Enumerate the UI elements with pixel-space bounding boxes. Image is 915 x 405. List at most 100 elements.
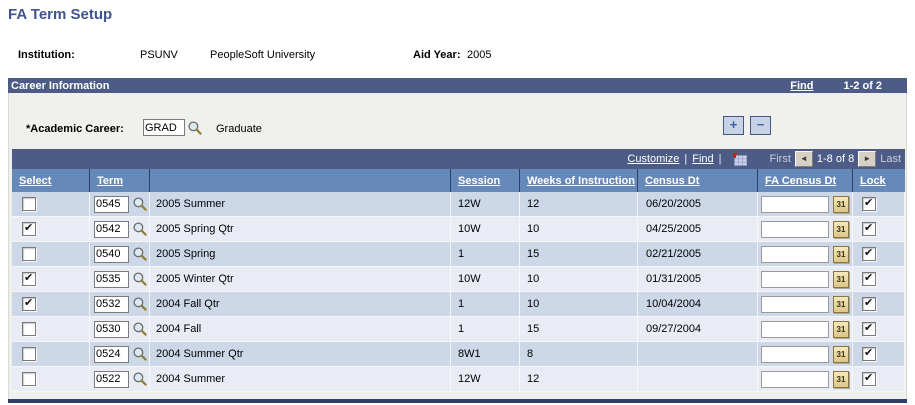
fa-census-dt-sort-link[interactable]: FA Census Dt (765, 174, 837, 187)
calendar-icon[interactable]: 31 (833, 295, 849, 313)
table-row: 2004 Fall Qtr 1 10 10/04/2004 31 (12, 292, 905, 317)
add-row-button[interactable]: + (723, 116, 744, 135)
weeks-sort-link[interactable]: Weeks of Instruction (527, 174, 635, 187)
calendar-icon[interactable]: 31 (833, 320, 849, 338)
term-input[interactable] (94, 320, 129, 338)
weeks-cell: 12 (520, 192, 638, 217)
census-dt-value: 02/21/2005 (646, 248, 702, 260)
lock-checkbox[interactable] (862, 321, 876, 336)
academic-career-description: Graduate (216, 123, 262, 135)
academic-career-lookup-icon[interactable] (187, 120, 203, 136)
select-checkbox[interactable] (22, 247, 36, 261)
term-input[interactable] (94, 195, 129, 213)
lock-checkbox[interactable] (862, 221, 876, 236)
term-input[interactable] (94, 370, 129, 388)
customize-link[interactable]: Customize (627, 153, 680, 165)
weeks-cell: 10 (520, 267, 638, 292)
lock-sort-link[interactable]: Lock (860, 174, 886, 187)
term-lookup-icon[interactable] (132, 371, 148, 387)
term-cell (90, 292, 150, 317)
weeks-cell: 8 (520, 342, 638, 367)
description-cell: 2005 Summer (150, 192, 451, 217)
lock-cell (853, 217, 905, 242)
session-value: 12W (458, 198, 481, 210)
description-cell: 2004 Fall (150, 317, 451, 342)
calendar-icon[interactable]: 31 (833, 195, 849, 213)
select-checkbox[interactable] (22, 296, 36, 311)
grid-find-link[interactable]: Find (692, 153, 714, 165)
fa-census-dt-cell: 31 (758, 292, 853, 317)
career-section-title: Career Information (11, 79, 110, 92)
fa-census-dt-input[interactable] (761, 270, 829, 288)
calendar-icon[interactable]: 31 (833, 270, 849, 288)
fa-census-dt-input[interactable] (761, 370, 829, 388)
lock-checkbox[interactable] (862, 196, 876, 211)
census-dt-cell: 04/25/2005 (638, 217, 758, 242)
fa-census-dt-input[interactable] (761, 345, 829, 363)
term-description: 2005 Summer (156, 198, 226, 210)
download-to-excel-icon[interactable] (731, 152, 748, 166)
lock-checkbox[interactable] (862, 296, 876, 311)
career-find-link[interactable]: Find (790, 79, 814, 92)
term-lookup-icon[interactable] (132, 271, 148, 287)
census-dt-sort-link[interactable]: Census Dt (645, 174, 700, 187)
table-row: 2004 Summer Qtr 8W1 8 31 (12, 342, 905, 367)
lock-checkbox[interactable] (862, 346, 876, 361)
select-sort-link[interactable]: Select (19, 174, 52, 187)
fa-census-dt-input[interactable] (761, 320, 829, 338)
term-lookup-icon[interactable] (132, 296, 148, 312)
session-cell: 12W (451, 367, 520, 392)
fa-census-dt-input[interactable] (761, 295, 829, 313)
term-lookup-icon[interactable] (132, 221, 148, 237)
academic-career-input[interactable] (143, 119, 185, 136)
section-end-divider (8, 399, 907, 403)
session-value: 10W (458, 273, 481, 285)
lock-checkbox[interactable] (862, 271, 876, 286)
term-input[interactable] (94, 245, 129, 263)
calendar-icon[interactable]: 31 (833, 220, 849, 238)
select-checkbox[interactable] (22, 347, 36, 361)
grid-toolbar: Customize | Find | First ◄ (12, 149, 905, 169)
select-checkbox[interactable] (22, 197, 36, 211)
last-link[interactable]: Last (880, 153, 901, 165)
table-row: 2005 Spring Qtr 10W 10 04/25/2005 31 (12, 217, 905, 242)
term-lookup-icon[interactable] (132, 346, 148, 362)
select-checkbox[interactable] (22, 372, 36, 386)
term-lookup-icon[interactable] (132, 321, 148, 337)
fa-census-dt-cell: 31 (758, 242, 853, 267)
first-link[interactable]: First (769, 153, 791, 165)
calendar-icon[interactable]: 31 (833, 345, 849, 363)
fa-census-dt-input[interactable] (761, 195, 829, 213)
term-description: 2004 Summer (156, 373, 226, 385)
session-value: 1 (458, 298, 465, 310)
term-sort-link[interactable]: Term (97, 174, 124, 187)
fa-census-dt-input[interactable] (761, 220, 829, 238)
lock-cell (853, 317, 905, 342)
next-page-button[interactable]: ► (858, 151, 877, 167)
term-input[interactable] (94, 220, 129, 238)
career-information-section: Career Information Find 1-2 of 2 *Academ… (8, 78, 907, 403)
term-input[interactable] (94, 295, 129, 313)
fa-census-dt-input[interactable] (761, 245, 829, 263)
calendar-icon[interactable]: 31 (833, 370, 849, 388)
column-header-lock: Lock (853, 169, 905, 192)
select-checkbox[interactable] (22, 271, 36, 286)
select-checkbox[interactable] (22, 322, 36, 336)
term-input[interactable] (94, 345, 129, 363)
term-lookup-icon[interactable] (132, 196, 148, 212)
census-dt-cell (638, 367, 758, 392)
term-lookup-icon[interactable] (132, 246, 148, 262)
term-cell (90, 192, 150, 217)
select-cell (12, 342, 90, 367)
career-row-counter: 1-2 of 2 (843, 79, 882, 92)
remove-row-button[interactable]: − (750, 116, 771, 135)
term-input[interactable] (94, 270, 129, 288)
term-cell (90, 342, 150, 367)
description-cell: 2004 Fall Qtr (150, 292, 451, 317)
lock-checkbox[interactable] (862, 246, 876, 261)
session-sort-link[interactable]: Session (458, 174, 501, 187)
lock-checkbox[interactable] (862, 371, 876, 386)
previous-page-button[interactable]: ◄ (794, 151, 813, 167)
calendar-icon[interactable]: 31 (833, 245, 849, 263)
select-checkbox[interactable] (22, 221, 36, 236)
